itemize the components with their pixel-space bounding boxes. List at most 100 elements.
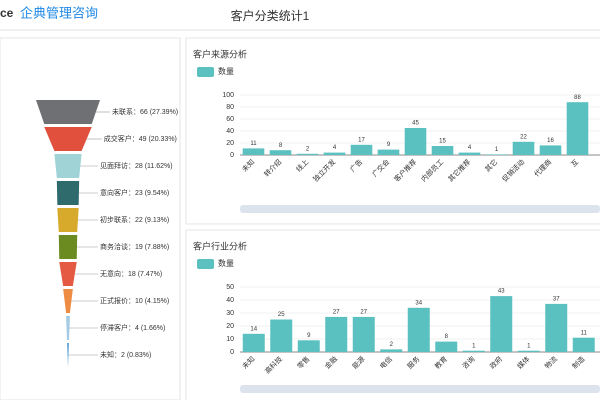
y-tick-label: 40 [226,128,234,135]
legend-swatch [197,67,214,77]
funnel-label: 无意向：18 (7.47%) [100,269,162,278]
bar [431,146,454,155]
y-tick-label: 80 [226,104,234,111]
funnel-label: 初步联系：22 (9.13%) [100,215,169,224]
bar [404,128,427,155]
bar [512,141,535,155]
bar [352,316,375,352]
funnel-label: 成交客户：49 (20.33%) [104,134,177,143]
bar-value-label: 43 [498,289,505,295]
legend-label: 数量 [218,258,234,268]
bar-value-label: 22 [520,134,527,140]
funnel-segment [58,235,78,259]
bar [270,319,293,352]
bar-value-label: 17 [358,137,365,143]
funnel-segment [44,127,92,151]
y-tick-label: 20 [226,140,234,147]
y-tick-label: 60 [226,116,234,123]
bar [325,316,348,352]
funnel-label: 正式报价：10 (4.15%) [100,296,169,305]
bar-value-label: 4 [468,145,472,151]
bar-value-label: 2 [390,342,394,348]
bar [572,337,595,352]
bar [545,303,568,352]
bar [566,102,589,155]
funnel-segment [36,100,100,124]
page-title: 客户分类统计1 [231,8,310,23]
y-tick-label: 100 [222,92,234,99]
y-tick-label: 30 [226,310,234,317]
bar [435,341,458,352]
funnel-label: 见面拜访：28 (11.62%) [100,161,173,170]
bar [242,148,265,155]
chart-title: 客户来源分析 [193,48,247,59]
bar-value-label: 27 [360,309,367,315]
bar [350,144,373,155]
funnel-label: 未知：2 (0.83%) [100,350,151,359]
funnel-label: 商务洽谈：19 (7.88%) [100,242,169,251]
funnel-segment [63,289,73,313]
bar-value-label: 88 [574,95,581,101]
bar-value-label: 8 [279,143,283,149]
y-tick-label: 50 [226,284,234,291]
zoom-slider[interactable] [240,205,600,213]
funnel-label: 停滞客户：4 (1.66%) [100,323,165,332]
x-tick-label: 互 [570,158,581,169]
y-tick-label: 10 [226,336,234,343]
y-tick-label: 0 [230,152,234,159]
bar-value-label: 14 [250,326,257,332]
funnel-segment [59,262,77,286]
funnel-segment [56,181,80,205]
header-bar [0,0,600,30]
bar [297,340,320,352]
bar [462,350,485,352]
bar-value-label: 4 [333,145,337,151]
bar [242,333,265,352]
funnel-label: 意向客户：23 (9.54%) [100,188,169,197]
bar-value-label: 2 [306,146,310,152]
bar [269,150,292,155]
funnel-panel [0,37,181,400]
bar-value-label: 11 [250,141,257,147]
bar-value-label: 37 [553,296,560,302]
chart-title: 客户行业分析 [193,240,247,251]
bar [407,307,430,352]
y-tick-label: 0 [230,349,234,356]
logo: ce [0,6,14,20]
zoom-slider[interactable] [240,385,600,393]
company-name: 企典管理咨询 [20,5,98,20]
funnel-label: 未联系：66 (27.39%) [112,107,178,116]
industry-panel [185,229,600,400]
bar [490,296,513,352]
bar-value-label: 27 [333,309,340,315]
bar-value-label: 25 [278,312,285,318]
bar [517,350,540,352]
bar-value-label: 9 [387,142,391,148]
bar-value-label: 1 [495,147,499,153]
bar-value-label: 34 [415,300,422,306]
bar [296,153,319,155]
bar [380,349,403,352]
bar-value-label: 16 [547,138,554,144]
bar-value-label: 45 [412,121,419,127]
bar-value-label: 1 [527,343,531,349]
legend-swatch [197,259,214,269]
bar [458,152,481,155]
bar [539,145,562,155]
funnel-segment [67,343,69,367]
y-tick-label: 20 [226,323,234,330]
bar [323,152,346,155]
bar-value-label: 1 [472,343,476,349]
funnel-segment [66,316,70,340]
bar [377,149,400,155]
funnel-segment [57,208,79,232]
funnel-segment [54,154,82,178]
bar-value-label: 11 [581,330,588,336]
bar-value-label: 9 [307,333,311,339]
legend-label: 数量 [218,66,234,76]
bar-value-label: 8 [445,334,449,340]
bar [485,154,508,155]
bar-value-label: 15 [439,139,446,145]
y-tick-label: 40 [226,297,234,304]
